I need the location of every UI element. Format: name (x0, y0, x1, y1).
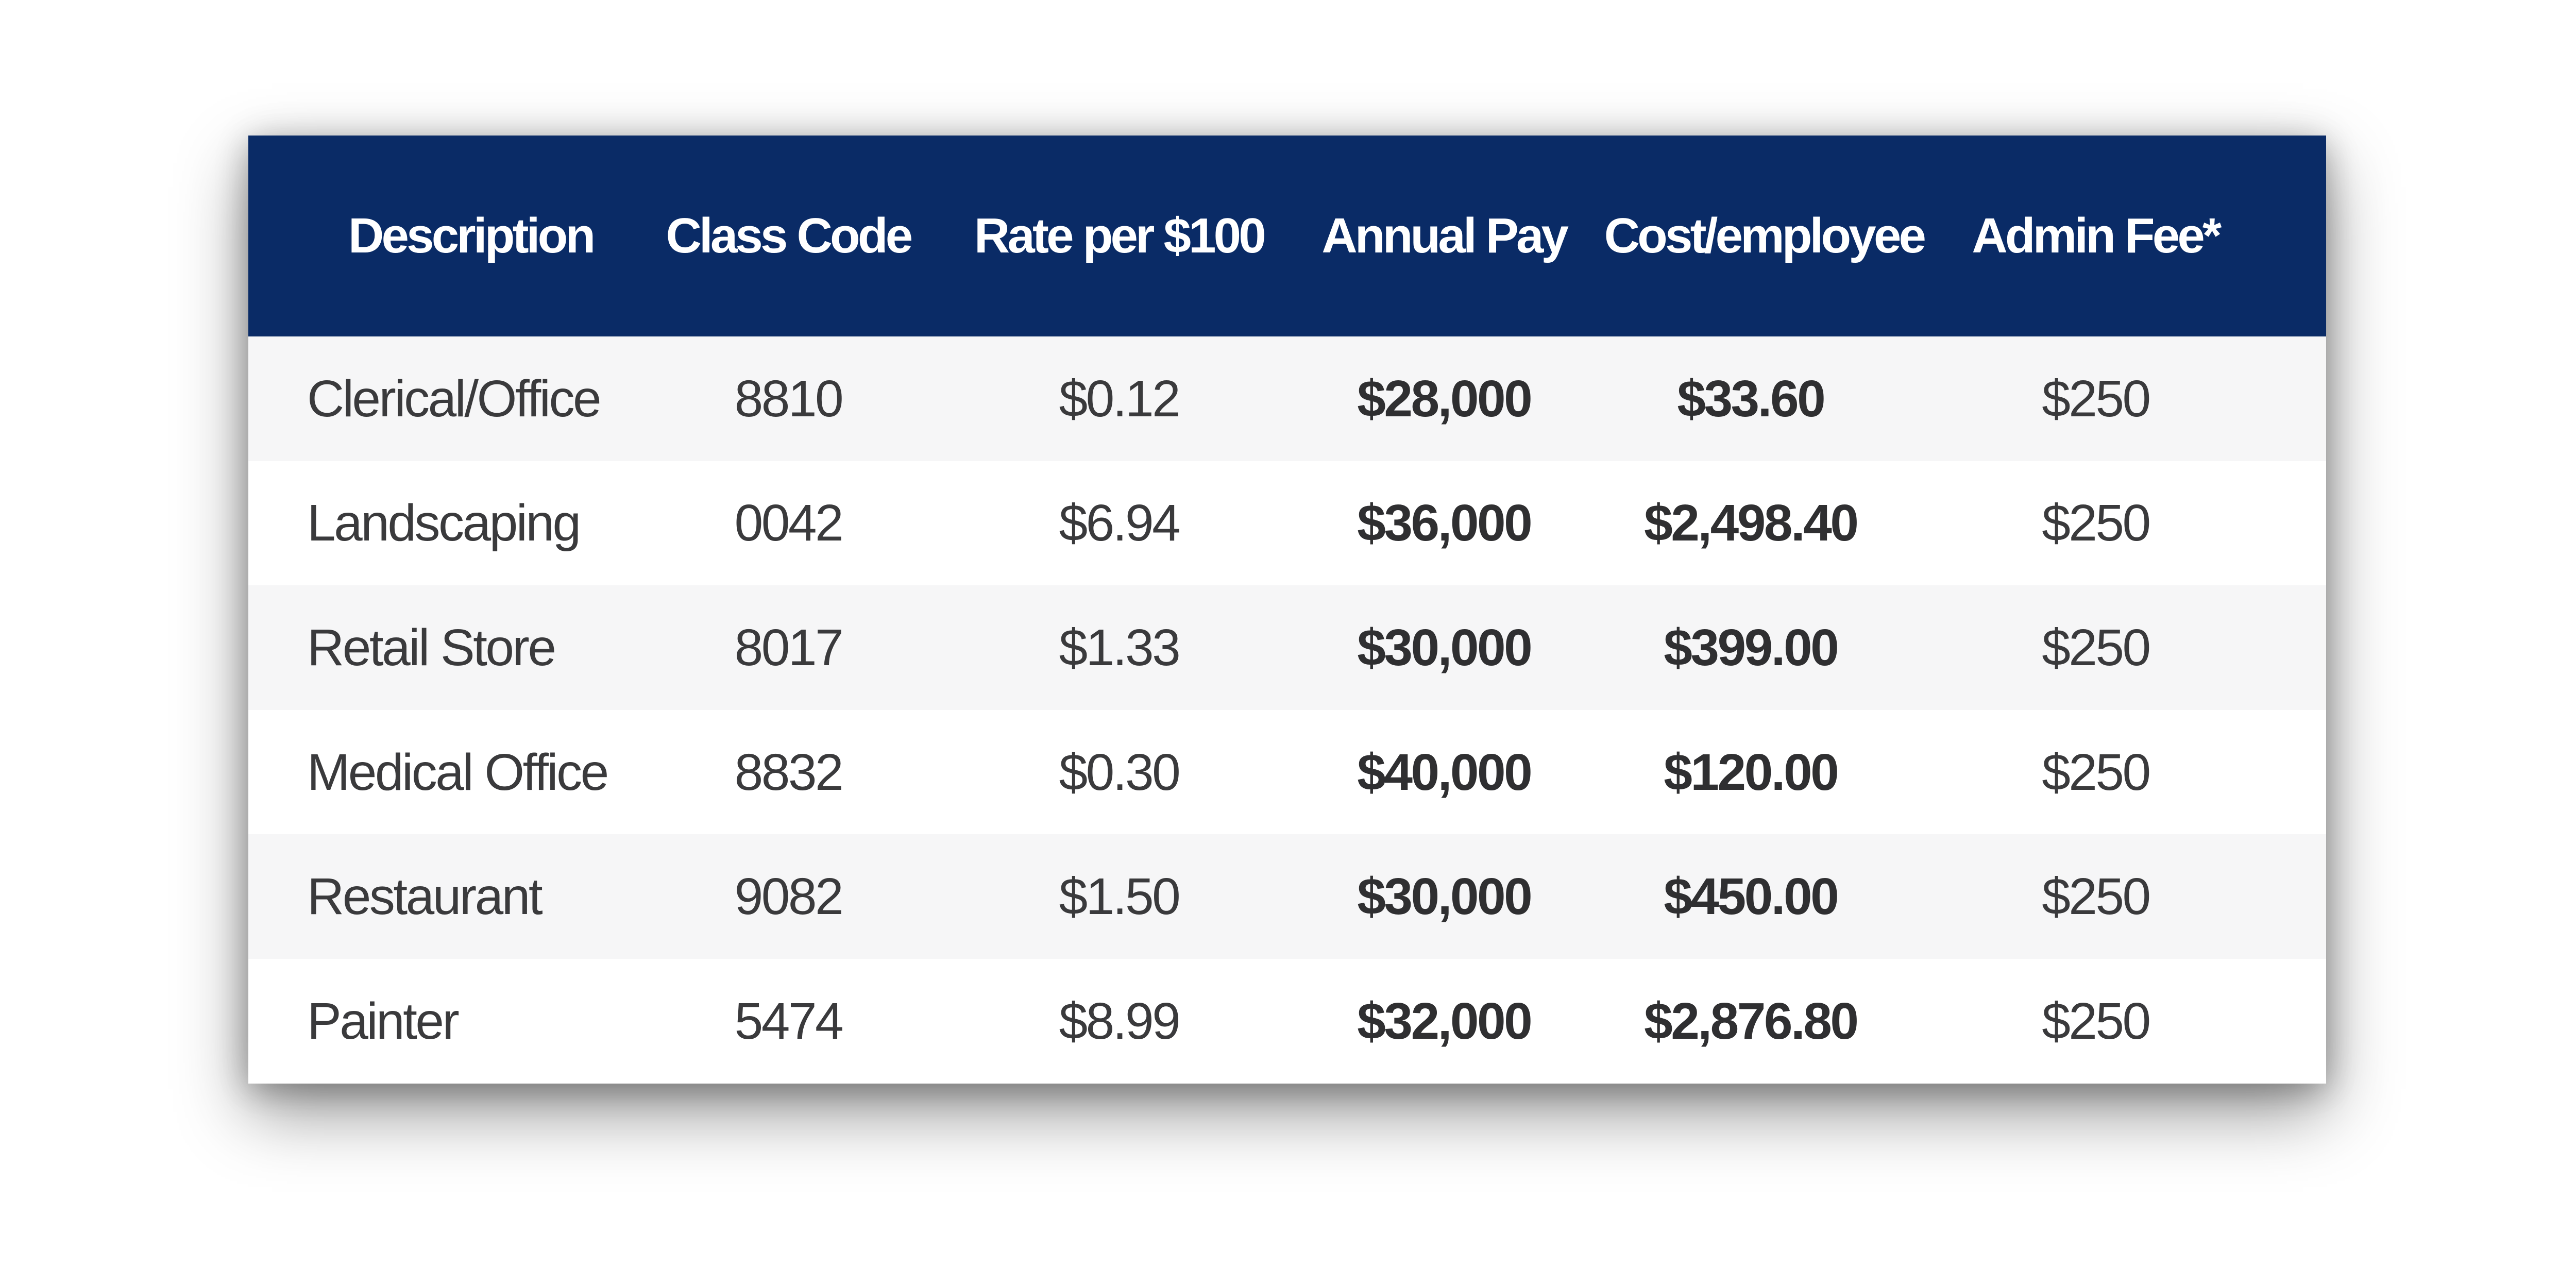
cell-class-code: 0042 (734, 494, 844, 552)
table-row-painter: Painter 5474 $8.99 $32,000 $2,876.80 $25… (248, 958, 2326, 1084)
cell-rate: $1.33 (1059, 618, 1181, 677)
cell-admin-fee: $250 (2042, 369, 2151, 428)
cell-description: Painter (307, 992, 460, 1050)
cell-class-code: 8017 (734, 618, 844, 677)
table-row-clerical-office: Clerical/Office 8810 $0.12 $28,000 $33.6… (248, 336, 2326, 461)
column-header-annual-pay: Annual Pay (1321, 208, 1569, 263)
table-row-medical-office: Medical Office 8832 $0.30 $40,000 $120.0… (248, 709, 2326, 835)
cell-admin-fee: $250 (2042, 992, 2151, 1050)
cell-rate: $1.50 (1059, 868, 1181, 926)
column-header-class-code: Class Code (666, 208, 913, 263)
table-row-retail-store: Retail Store 8017 $1.33 $30,000 $399.00 … (248, 585, 2326, 710)
cell-admin-fee: $250 (2042, 868, 2151, 926)
cell-annual-pay: $36,000 (1357, 494, 1532, 552)
column-header-admin-fee: Admin Fee* (1972, 208, 2222, 263)
cell-description: Restaurant (307, 868, 543, 926)
column-header-rate-per-100: Rate per $100 (974, 208, 1266, 263)
cell-description: Clerical/Office (307, 369, 602, 428)
cell-annual-pay: $30,000 (1357, 868, 1532, 926)
cell-cost-employee: $399.00 (1664, 618, 1839, 677)
cell-class-code: 9082 (734, 868, 844, 926)
cell-rate: $8.99 (1059, 992, 1181, 1050)
cell-annual-pay: $28,000 (1357, 369, 1532, 428)
cell-class-code: 8832 (734, 743, 844, 801)
rates-table-card: Description Class Code Rate per $100 Ann… (248, 136, 2326, 1084)
cell-cost-employee: $2,498.40 (1644, 494, 1859, 552)
column-header-cost-employee: Cost/employee (1604, 208, 1926, 263)
cell-cost-employee: $450.00 (1664, 868, 1839, 926)
table-header-row: Description Class Code Rate per $100 Ann… (248, 136, 2326, 336)
cell-description: Landscaping (307, 494, 581, 552)
cell-class-code: 8810 (734, 369, 844, 428)
table-body: Clerical/Office 8810 $0.12 $28,000 $33.6… (248, 336, 2326, 1084)
cell-cost-employee: $120.00 (1664, 743, 1839, 801)
cell-annual-pay: $40,000 (1357, 743, 1532, 801)
cell-annual-pay: $32,000 (1357, 992, 1532, 1050)
cell-rate: $0.12 (1059, 369, 1181, 428)
table-row-restaurant: Restaurant 9082 $1.50 $30,000 $450.00 $2… (248, 834, 2326, 959)
cell-annual-pay: $30,000 (1357, 618, 1532, 677)
cell-admin-fee: $250 (2042, 743, 2151, 801)
column-header-description: Description (348, 208, 596, 263)
cell-rate: $0.30 (1059, 743, 1181, 801)
cell-class-code: 5474 (734, 992, 844, 1050)
cell-admin-fee: $250 (2042, 618, 2151, 677)
table-row-landscaping: Landscaping 0042 $6.94 $36,000 $2,498.40… (248, 461, 2326, 586)
cell-cost-employee: $2,876.80 (1644, 992, 1859, 1050)
cell-cost-employee: $33.60 (1677, 369, 1825, 428)
cell-description: Retail Store (307, 618, 556, 677)
cell-rate: $6.94 (1059, 494, 1181, 552)
cell-description: Medical Office (307, 743, 609, 801)
cell-admin-fee: $250 (2042, 494, 2151, 552)
